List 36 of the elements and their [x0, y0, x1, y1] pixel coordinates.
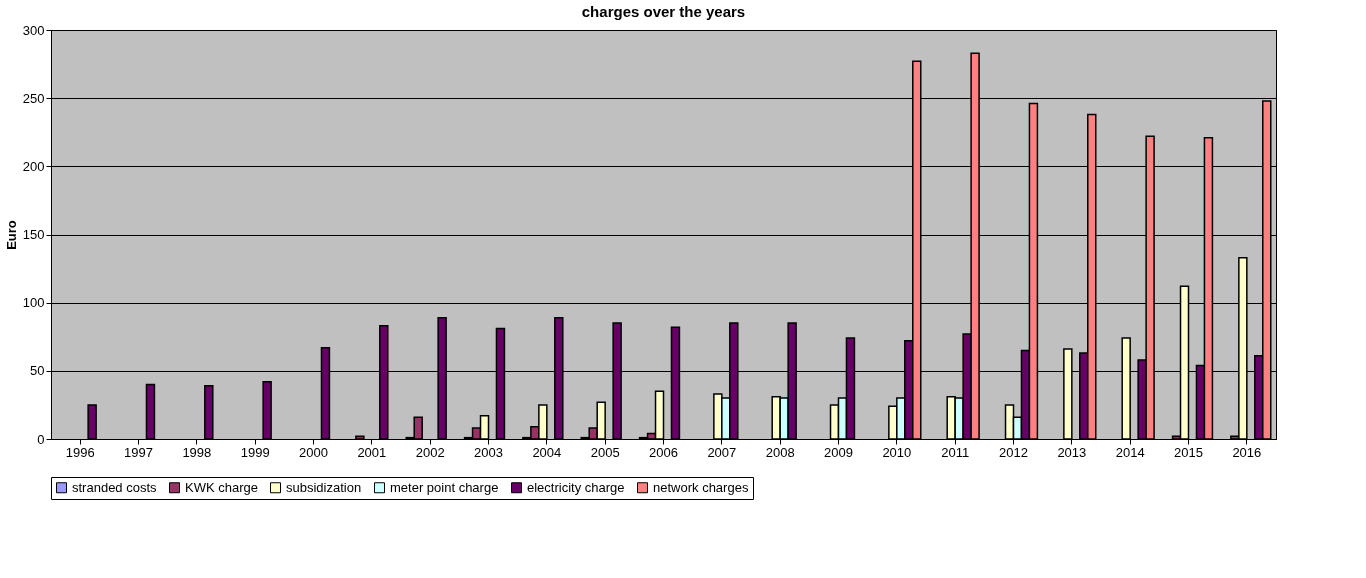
- x-tick-label: 2016: [1232, 444, 1262, 460]
- x-tick-label: 1998: [182, 444, 212, 460]
- x-tick-label: 2000: [299, 444, 328, 460]
- legend-label: subsidization: [286, 479, 362, 495]
- legend-label: electricity charge: [527, 479, 625, 495]
- x-tick-label: 2010: [882, 444, 912, 460]
- y-tick-label: 250: [22, 90, 45, 106]
- y-tick-label: 300: [22, 22, 45, 38]
- x-tick-label: 2011: [941, 444, 970, 460]
- y-axis-title: Euro: [3, 220, 19, 250]
- y-tick-label: 150: [22, 227, 45, 242]
- x-tick-label: 2002: [415, 444, 445, 460]
- legend-label: KWK charge: [185, 479, 258, 495]
- chart-title: charges over the years: [581, 3, 746, 20]
- x-tick-label: 2008: [765, 444, 795, 460]
- legend-label: meter point charge: [390, 479, 499, 495]
- y-tick-label: 50: [30, 363, 45, 379]
- legend-label: stranded costs: [72, 479, 158, 495]
- legend-label: network charges: [653, 479, 749, 495]
- x-tick-label: 2007: [707, 444, 737, 460]
- x-tick-label: 1999: [240, 444, 270, 460]
- x-tick-label: 2014: [1115, 444, 1145, 460]
- x-tick-label: 2013: [1057, 444, 1087, 460]
- y-tick-label: 100: [22, 295, 45, 311]
- y-tick-label: 0: [37, 431, 45, 447]
- y-tick-label: 200: [22, 158, 45, 174]
- x-tick-label: 1997: [124, 444, 153, 460]
- x-tick-label: 2004: [532, 444, 562, 460]
- x-tick-label: 2003: [474, 444, 503, 460]
- x-tick-label: 2001: [357, 444, 387, 460]
- x-tick-label: 1996: [65, 444, 95, 460]
- x-tick-label: 2006: [649, 444, 678, 460]
- x-tick-label: 2015: [1174, 444, 1203, 460]
- x-tick-label: 2009: [824, 444, 853, 460]
- x-tick-label: 2012: [999, 444, 1028, 460]
- x-tick-label: 2005: [590, 444, 620, 460]
